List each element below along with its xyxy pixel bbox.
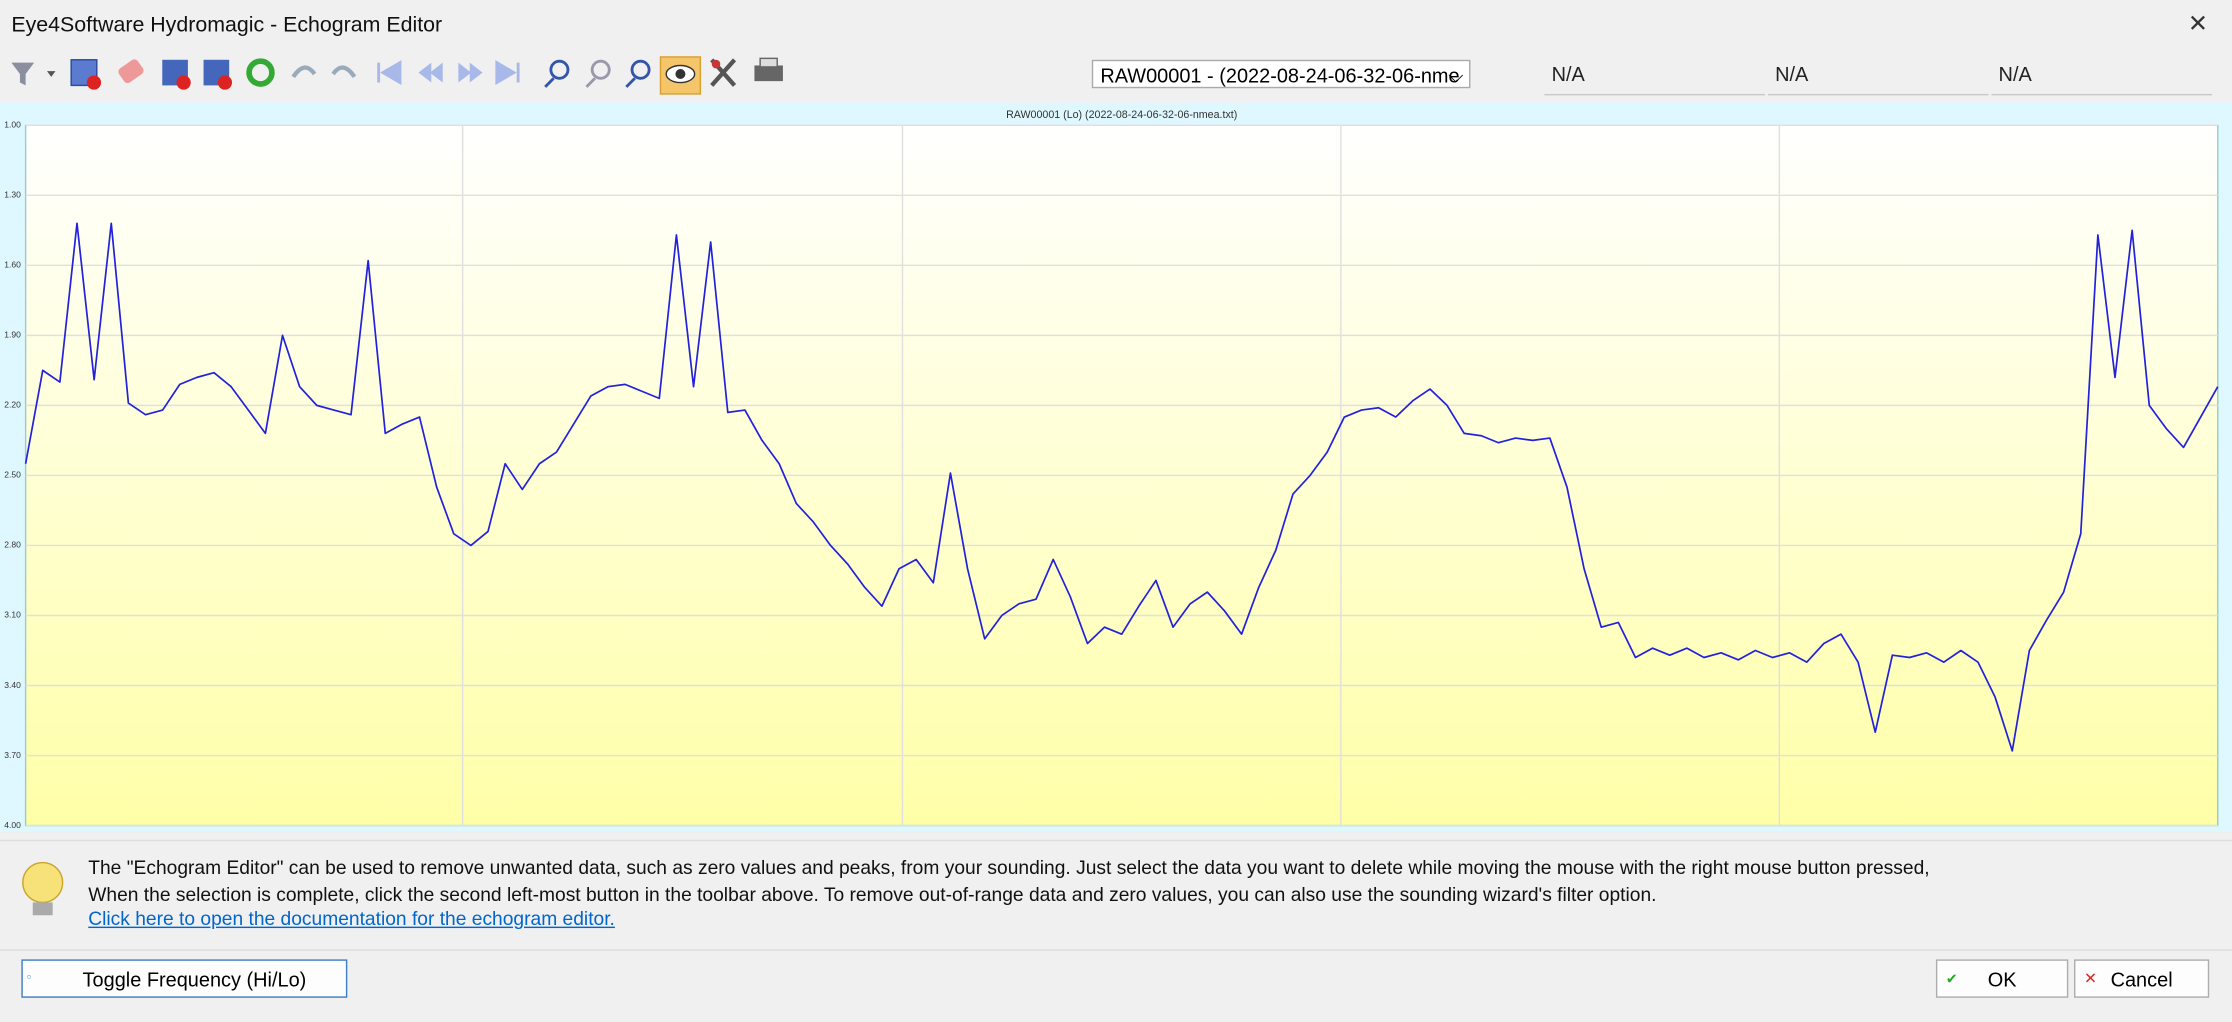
redo-button[interactable]: [331, 65, 357, 79]
filter-button[interactable]: [11, 62, 56, 86]
y-tick-label: 3.10: [4, 610, 21, 620]
undo-button[interactable]: [291, 65, 317, 79]
status-field: N/A: [1544, 63, 1766, 96]
window-title: Eye4Software Hydromagic - Echogram Edito…: [11, 12, 443, 38]
y-tick-label: 1.90: [4, 330, 21, 340]
lightbulb-icon: [22, 861, 64, 916]
y-tick-label: 2.20: [4, 400, 21, 410]
documentation-link[interactable]: Click here to open the documentation for…: [88, 908, 615, 930]
view-button[interactable]: [659, 56, 702, 95]
settings-button[interactable]: [710, 58, 737, 87]
info-text: The "Echogram Editor" can be used to rem…: [88, 856, 1930, 879]
echogram-chart[interactable]: RAW00001 (Lo) (2022-08-24-06-32-06-nmea.…: [0, 102, 2232, 832]
button-label: Toggle Frequency (Hi/Lo): [82, 967, 307, 991]
cancel-button[interactable]: ✕ Cancel: [2073, 959, 2210, 998]
refresh-button[interactable]: [246, 58, 275, 87]
close-button[interactable]: ✕: [2187, 9, 2209, 38]
eraser-button[interactable]: [117, 58, 145, 85]
info-text: When the selection is complete, click th…: [88, 883, 1657, 906]
import-button[interactable]: [162, 59, 191, 90]
y-tick-label: 3.40: [4, 680, 21, 690]
button-label: Cancel: [2110, 967, 2173, 991]
info-panel: The "Echogram Editor" can be used to rem…: [0, 839, 2232, 951]
zoom-buttons[interactable]: [544, 59, 651, 88]
y-tick-label: 1.30: [4, 190, 21, 200]
file-dropdown[interactable]: RAW00001 - (2022-08-24-06-32-06-nme ⌵: [1091, 59, 1471, 89]
export-button[interactable]: [203, 59, 233, 90]
toolbar-icons: [11, 56, 783, 95]
file-dropdown-text: RAW00001 - (2022-08-24-06-32-06-nme: [1100, 64, 1460, 87]
chart-title: RAW00001 (Lo) (2022-08-24-06-32-06-nmea.…: [1006, 109, 1237, 121]
status-field: N/A: [1991, 63, 2213, 96]
navigation-buttons[interactable]: [377, 60, 520, 86]
button-label: OK: [1987, 967, 2017, 991]
status-field: N/A: [1767, 63, 1989, 96]
y-tick-label: 2.80: [4, 540, 21, 550]
delete-selection-button[interactable]: [70, 59, 102, 90]
y-tick-label: 4.00: [4, 820, 21, 830]
depth-line: [24, 222, 2219, 752]
ok-button[interactable]: ✔ OK: [1935, 959, 2069, 998]
y-tick-label: 3.70: [4, 750, 21, 760]
y-tick-label: 1.60: [4, 260, 21, 270]
y-tick-label: 2.50: [4, 470, 21, 480]
y-tick-label: 1.00: [4, 120, 21, 130]
toggle-frequency-button[interactable]: ▫ Toggle Frequency (Hi/Lo): [21, 959, 348, 998]
print-button[interactable]: [754, 57, 783, 82]
